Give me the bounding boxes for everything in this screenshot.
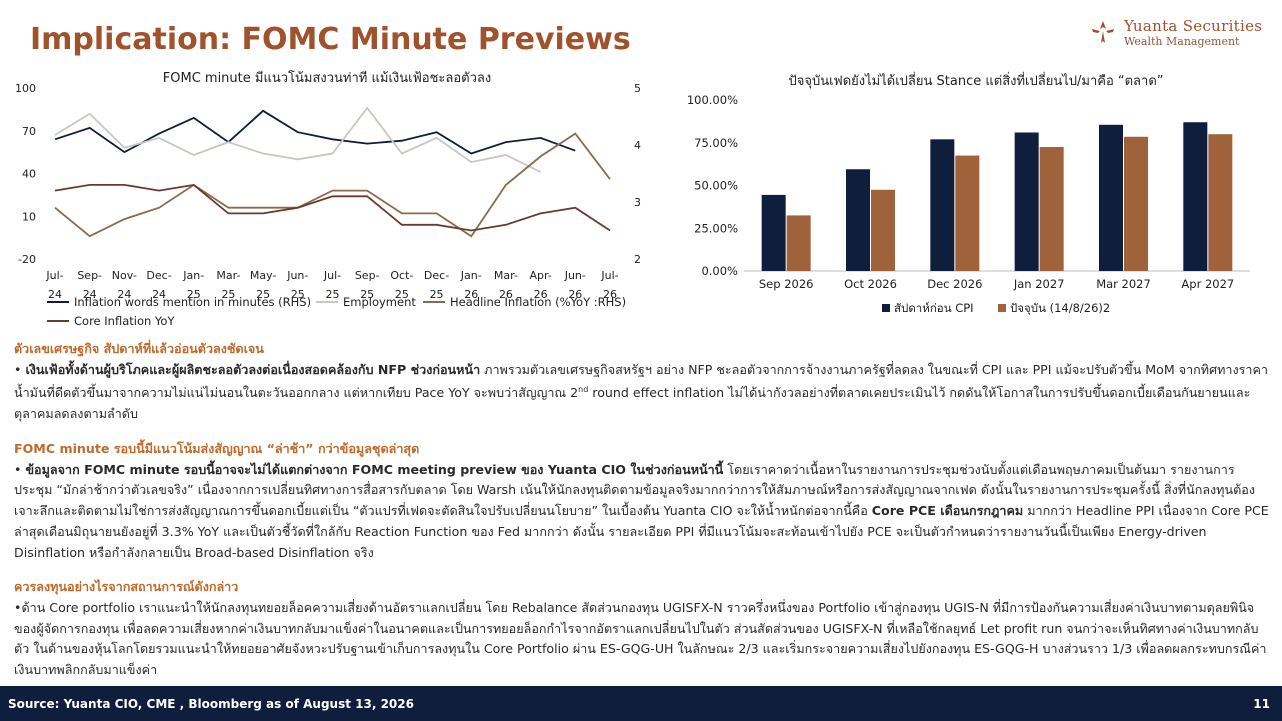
legend-label: สัปดาห์ก่อน CPI <box>894 301 974 315</box>
x-tick-label: Dec 2026 <box>927 277 982 291</box>
bar <box>1183 122 1208 271</box>
legend-swatch <box>998 304 1006 312</box>
paragraph-text: มากกว่า Headline PPI เนื่องจาก Core PCE … <box>14 503 1269 560</box>
x-tick-label: May-25 <box>250 269 277 301</box>
section-heading: ตัวเลขเศรษฐกิจ สัปดาห์ที่แล้วอ่อนตัวลงชั… <box>14 341 264 356</box>
superscript: nd <box>578 385 589 395</box>
fomc-line-chart: FOMC minute มีแนวโน้มสงวนท่าที แม้เงินเฟ… <box>15 70 641 328</box>
section-paragraph: • เงินเฟ้อทั้งด้านผู้บริโภคและผู้ผลิตชะล… <box>14 360 1270 425</box>
legend-swatch <box>882 304 890 312</box>
paragraph-text: ด้าน Core portfolio เราแนะนำให้นักลงทุนท… <box>14 599 1267 678</box>
y-left-tick-label: 40 <box>22 168 36 181</box>
paragraph-text: round effect inflation ไม่ได้น่ากังวลอย่… <box>14 385 1251 422</box>
x-tick-label: Sep-25 <box>355 269 380 301</box>
y-tick-label: 0.00% <box>701 264 738 278</box>
line-chart-title: FOMC minute มีแนวโน้มสงวนท่าที แม้เงินเฟ… <box>163 70 491 86</box>
bullet: • <box>14 599 22 615</box>
x-tick-label: Sep-24 <box>77 269 102 301</box>
page-title: Implication: FOMC Minute Previews <box>30 22 631 57</box>
footer-bar: Source: Yuanta CIO, CME , Bloomberg as o… <box>0 686 1282 721</box>
bar <box>1208 134 1233 271</box>
bar <box>1099 124 1123 271</box>
x-tick-label: Dec-24 <box>146 269 171 301</box>
fed-probability-bar-chart: ปัจจุบันเฟดยังไม่ได้เปลี่ยน Stance แต่สิ… <box>687 72 1250 315</box>
y-left-tick-label: -20 <box>18 253 36 266</box>
bar <box>930 139 955 271</box>
paragraph-highlight: ข้อมูลจาก FOMC minute รอบนี้อาจจะไม่ได้แ… <box>25 461 724 477</box>
x-tick-label: Mar-26 <box>494 269 518 301</box>
paragraph-highlight: เงินเฟ้อทั้งด้านผู้บริโภคและผู้ผลิตชะลอต… <box>25 361 481 377</box>
brand-logo: Yuanta Securities Wealth Management <box>1090 18 1262 48</box>
paragraph-text: ภาพรวมตัวเลขเศรษฐกิจสหรัฐฯ อย่าง NFP ชะล… <box>14 361 1268 401</box>
x-tick-label: Mar-25 <box>216 269 240 301</box>
x-tick-label: Jul-25 <box>323 269 341 301</box>
bar <box>955 155 980 271</box>
x-tick-label: Jan 2027 <box>1013 277 1065 291</box>
series-line <box>54 109 576 155</box>
y-right-tick-label: 5 <box>634 82 641 95</box>
series-line <box>54 106 541 173</box>
x-tick-label: Mar 2027 <box>1096 277 1151 291</box>
series-line <box>54 132 611 238</box>
x-tick-label: Oct 2026 <box>844 277 897 291</box>
x-tick-label: Nov-24 <box>112 269 137 301</box>
y-tick-label: 75.00% <box>694 136 738 150</box>
section-investment: ควรลงทุนอย่างไรจากสถานการณ์ดังกล่าว •ด้า… <box>14 577 1270 681</box>
x-tick-label: Jan-25 <box>182 269 204 301</box>
bar <box>1014 132 1039 271</box>
bullet: • <box>14 361 26 377</box>
x-tick-label: Jul-24 <box>45 269 63 301</box>
legend-label: Headline Inflation (%YoY :RHS) <box>450 295 626 309</box>
y-right-tick-label: 4 <box>634 139 641 152</box>
section-economic-data: ตัวเลขเศรษฐกิจ สัปดาห์ที่แล้วอ่อนตัวลงชั… <box>14 339 1270 425</box>
section-paragraph: • ข้อมูลจาก FOMC minute รอบนี้อาจจะไม่ได… <box>14 460 1270 564</box>
legend-label: Employment <box>343 295 416 309</box>
bar <box>1124 136 1148 271</box>
x-tick-label: Jan-26 <box>460 269 482 301</box>
yuanta-logo-icon <box>1092 21 1114 43</box>
bar <box>761 194 786 271</box>
bar <box>846 169 870 271</box>
paragraph-highlight: Core PCE เดือนกรกฎาคม <box>871 503 1024 519</box>
bullet: • <box>14 461 26 477</box>
legend-label: ปัจจุบัน (14/8/26)2 <box>1010 301 1110 315</box>
y-left-tick-label: 100 <box>15 82 36 95</box>
y-tick-label: 100.00% <box>687 93 738 107</box>
footer-source: Source: Yuanta CIO, CME , Bloomberg as o… <box>8 697 414 711</box>
series-line <box>54 183 611 232</box>
section-heading: ควรลงทุนอย่างไรจากสถานการณ์ดังกล่าว <box>14 579 239 595</box>
x-tick-label: Apr 2027 <box>1181 277 1234 291</box>
bar <box>1039 147 1064 271</box>
x-tick-label: Jun-25 <box>286 269 308 301</box>
legend-label: Inflation words mention in minutes (RHS) <box>74 295 311 309</box>
x-tick-label: Oct-25 <box>390 269 413 301</box>
bar <box>871 189 895 271</box>
brand-name: Yuanta Securities <box>1124 17 1263 35</box>
commentary: ตัวเลขเศรษฐกิจ สัปดาห์ที่แล้วอ่อนตัวลงชั… <box>14 339 1270 695</box>
section-paragraph: •ด้าน Core portfolio เราแนะนำให้นักลงทุน… <box>14 598 1270 681</box>
y-tick-label: 25.00% <box>694 221 738 235</box>
x-tick-label: Apr-26 <box>529 269 551 301</box>
y-tick-label: 50.00% <box>694 179 738 193</box>
y-right-tick-label: 3 <box>634 196 641 209</box>
bar <box>786 215 811 271</box>
section-fomc-minute: FOMC minute รอบนี้มีแนวโน้มส่งสัญญาณ “ล่… <box>14 439 1270 563</box>
page-number: 11 <box>1253 697 1270 711</box>
x-tick-label: Jul-26 <box>600 269 618 301</box>
y-left-tick-label: 10 <box>22 210 36 223</box>
section-heading: FOMC minute รอบนี้มีแนวโน้มส่งสัญญาณ “ล่… <box>14 441 420 456</box>
x-tick-label: Sep 2026 <box>759 277 814 291</box>
bar-chart-title: ปัจจุบันเฟดยังไม่ได้เปลี่ยน Stance แต่สิ… <box>788 72 1163 89</box>
x-tick-label: Dec-25 <box>424 269 449 301</box>
y-left-tick-label: 70 <box>22 125 36 138</box>
paragraph-text: โดยเราคาดว่าเนื้อหาในรายงานการประชุมช่วง… <box>14 461 1255 519</box>
brand-subtitle: Wealth Management <box>1124 35 1240 48</box>
legend-label: Core Inflation YoY <box>74 314 175 328</box>
y-right-tick-label: 2 <box>634 253 641 266</box>
x-tick-label: Jun-26 <box>564 269 586 301</box>
